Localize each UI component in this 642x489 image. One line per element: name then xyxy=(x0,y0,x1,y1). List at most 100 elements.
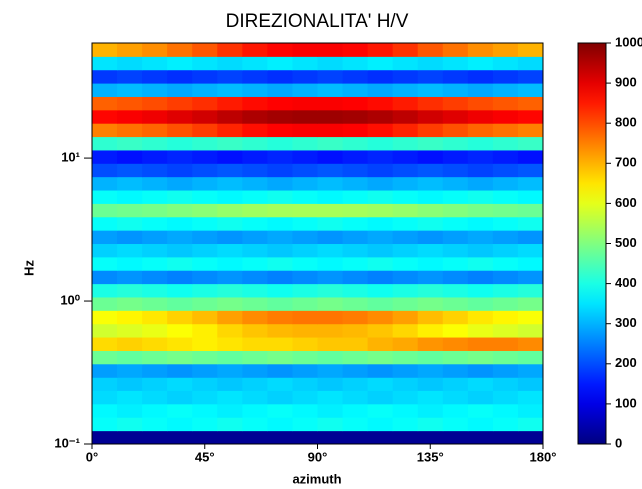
heatmap-cell xyxy=(392,190,419,204)
heatmap-cell xyxy=(92,136,118,151)
heatmap-cell xyxy=(242,296,268,311)
heatmap-cell xyxy=(117,203,143,218)
heatmap-cell xyxy=(167,337,193,351)
heatmap-cell xyxy=(167,190,193,204)
heatmap-cell xyxy=(317,176,344,191)
heatmap-cell xyxy=(492,96,519,111)
heatmap-cell xyxy=(317,323,344,338)
heatmap-cell xyxy=(317,310,344,325)
heatmap-cell xyxy=(342,296,369,311)
heatmap-cell xyxy=(517,243,544,258)
heatmap-cell xyxy=(92,430,118,445)
heatmap-cell xyxy=(467,403,494,418)
heatmap-cell xyxy=(517,310,544,325)
heatmap-cell xyxy=(242,69,268,84)
heatmap-cell xyxy=(317,243,344,258)
x-tick-label: 180° xyxy=(530,449,557,464)
heatmap-cell xyxy=(167,377,193,391)
heatmap-cell xyxy=(492,190,519,204)
heatmap-cell xyxy=(492,417,519,432)
heatmap-cell xyxy=(417,123,444,138)
heatmap-cell xyxy=(117,96,143,111)
heatmap-cell xyxy=(192,109,218,124)
heatmap-cell xyxy=(267,163,293,178)
heatmap-cell xyxy=(417,176,444,191)
heatmap-cell xyxy=(467,69,494,84)
heatmap-cell xyxy=(192,216,218,231)
heatmap-cell xyxy=(117,163,143,178)
heatmap-cell xyxy=(317,270,344,285)
heatmap-cell xyxy=(317,403,344,418)
heatmap-cell xyxy=(117,123,143,138)
heatmap-cell xyxy=(367,123,394,138)
heatmap-cell xyxy=(117,149,143,164)
heatmap-cell xyxy=(292,337,318,351)
heatmap-cell xyxy=(467,123,494,138)
heatmap-cell xyxy=(467,56,494,71)
x-axis-label: azimuth xyxy=(292,471,341,486)
heatmap-cell xyxy=(117,256,143,271)
heatmap-cell xyxy=(242,149,268,164)
heatmap-cell xyxy=(117,216,143,231)
heatmap-cell xyxy=(292,83,318,97)
heatmap-cell xyxy=(517,190,544,204)
heatmap-cell xyxy=(117,230,143,245)
heatmap-cell xyxy=(292,163,318,178)
heatmap-cell xyxy=(92,296,118,311)
heatmap-cell xyxy=(342,243,369,258)
heatmap-cell xyxy=(517,96,544,111)
heatmap-cell xyxy=(192,149,218,164)
colorbar-tick-label: 600 xyxy=(615,195,637,210)
heatmap-cell xyxy=(342,377,369,391)
heatmap-cell xyxy=(417,43,444,57)
heatmap-cell xyxy=(92,43,118,57)
heatmap-cell xyxy=(417,96,444,111)
heatmap-cell xyxy=(217,203,243,218)
heatmap-cell xyxy=(267,109,293,124)
heatmap-cell xyxy=(417,243,444,258)
heatmap-cell xyxy=(267,350,293,365)
heatmap-cell xyxy=(242,163,268,178)
heatmap-cell xyxy=(267,216,293,231)
heatmap-cell xyxy=(392,430,419,445)
heatmap-cell xyxy=(392,390,419,405)
heatmap-cell xyxy=(242,403,268,418)
heatmap-cell xyxy=(167,109,193,124)
heatmap-cell xyxy=(442,323,469,338)
heatmap-cell xyxy=(367,96,394,111)
heatmap-cell xyxy=(517,69,544,84)
heatmap-cell xyxy=(192,323,218,338)
heatmap-cell xyxy=(342,69,369,84)
heatmap-cell xyxy=(492,230,519,245)
heatmap-cell xyxy=(242,136,268,151)
heatmap-cell xyxy=(442,190,469,204)
heatmap-cell xyxy=(192,256,218,271)
heatmap-cell xyxy=(267,256,293,271)
heatmap-cell xyxy=(267,403,293,418)
heatmap-cell xyxy=(217,270,243,285)
heatmap-cell xyxy=(267,430,293,445)
x-tick-label: 135° xyxy=(417,449,444,464)
heatmap-cell xyxy=(192,96,218,111)
heatmap-cell xyxy=(442,149,469,164)
heatmap-cell xyxy=(142,363,168,378)
heatmap-cell xyxy=(142,43,168,57)
heatmap-cell xyxy=(467,136,494,151)
heatmap-cell xyxy=(517,203,544,218)
heatmap-cell xyxy=(92,149,118,164)
heatmap-cell xyxy=(267,390,293,405)
heatmap-cell xyxy=(192,296,218,311)
heatmap-cell xyxy=(517,109,544,124)
heatmap-cell xyxy=(192,176,218,191)
heatmap-cell xyxy=(367,203,394,218)
heatmap-cell xyxy=(142,296,168,311)
heatmap-cell xyxy=(492,256,519,271)
heatmap-cell xyxy=(467,216,494,231)
heatmap-cell xyxy=(192,337,218,351)
heatmap-cell xyxy=(217,403,243,418)
heatmap-cell xyxy=(342,123,369,138)
heatmap-cell xyxy=(467,190,494,204)
heatmap-cell xyxy=(342,283,369,298)
heatmap-cell xyxy=(442,350,469,365)
heatmap-cell xyxy=(392,163,419,178)
